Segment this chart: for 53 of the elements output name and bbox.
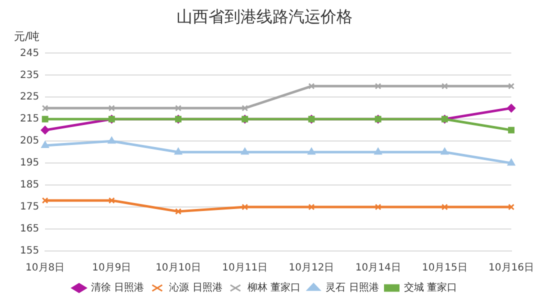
x-tick-label: 10月11日 bbox=[222, 262, 268, 274]
legend-label: 交城 董家口 bbox=[404, 282, 457, 294]
point bbox=[241, 148, 249, 155]
point bbox=[441, 204, 448, 210]
point bbox=[374, 82, 382, 90]
point bbox=[42, 197, 48, 204]
x-tick-label: 10月9日 bbox=[92, 262, 132, 274]
y-tick-label: 205 bbox=[20, 136, 40, 147]
x-tick-label: 10月14日 bbox=[355, 262, 401, 274]
chart-title: 山西省到港线路汽运价格 bbox=[176, 6, 352, 26]
point bbox=[508, 204, 514, 210]
point bbox=[40, 126, 50, 134]
point bbox=[174, 148, 182, 155]
point bbox=[42, 116, 48, 122]
x-tick-label: 10月15日 bbox=[422, 262, 468, 274]
point bbox=[441, 82, 448, 90]
legend-label: 清徐 日照港 bbox=[91, 282, 144, 294]
point bbox=[108, 197, 115, 204]
y-tick-label: 245 bbox=[20, 48, 40, 59]
point bbox=[508, 126, 514, 134]
x-tick-label: 10月12日 bbox=[288, 262, 334, 274]
point bbox=[374, 204, 382, 210]
point bbox=[440, 148, 448, 155]
point bbox=[507, 158, 516, 166]
x-tick-label: 10月10日 bbox=[156, 262, 202, 274]
point bbox=[42, 104, 48, 112]
y-tick-label: 165 bbox=[20, 224, 40, 235]
point bbox=[308, 204, 315, 210]
y-tick-label: 195 bbox=[20, 158, 40, 169]
point bbox=[507, 104, 516, 112]
point bbox=[242, 104, 248, 112]
point bbox=[108, 104, 115, 112]
point bbox=[374, 148, 382, 155]
y-tick-label: 185 bbox=[20, 180, 40, 191]
point bbox=[175, 208, 182, 215]
y-axis-title: 元/吨 bbox=[14, 30, 40, 44]
x-tick-label: 10月16日 bbox=[488, 262, 534, 274]
y-tick-label: 215 bbox=[20, 114, 40, 125]
point bbox=[41, 141, 49, 148]
legend-label: 灵石 日照港 bbox=[326, 282, 379, 294]
x-tick-label: 10月8日 bbox=[26, 262, 65, 274]
y-tick-label: 155 bbox=[20, 246, 40, 257]
legend-label: 柳林 董家口 bbox=[247, 282, 301, 294]
y-tick-label: 225 bbox=[20, 92, 40, 103]
point bbox=[308, 82, 315, 90]
y-tick-label: 235 bbox=[20, 70, 40, 81]
point bbox=[242, 204, 248, 210]
y-tick-label: 175 bbox=[20, 202, 40, 213]
point bbox=[508, 82, 514, 90]
point bbox=[308, 148, 316, 155]
point bbox=[175, 104, 182, 112]
legend-label: 沁源 日照港 bbox=[169, 282, 222, 294]
point bbox=[108, 136, 116, 144]
